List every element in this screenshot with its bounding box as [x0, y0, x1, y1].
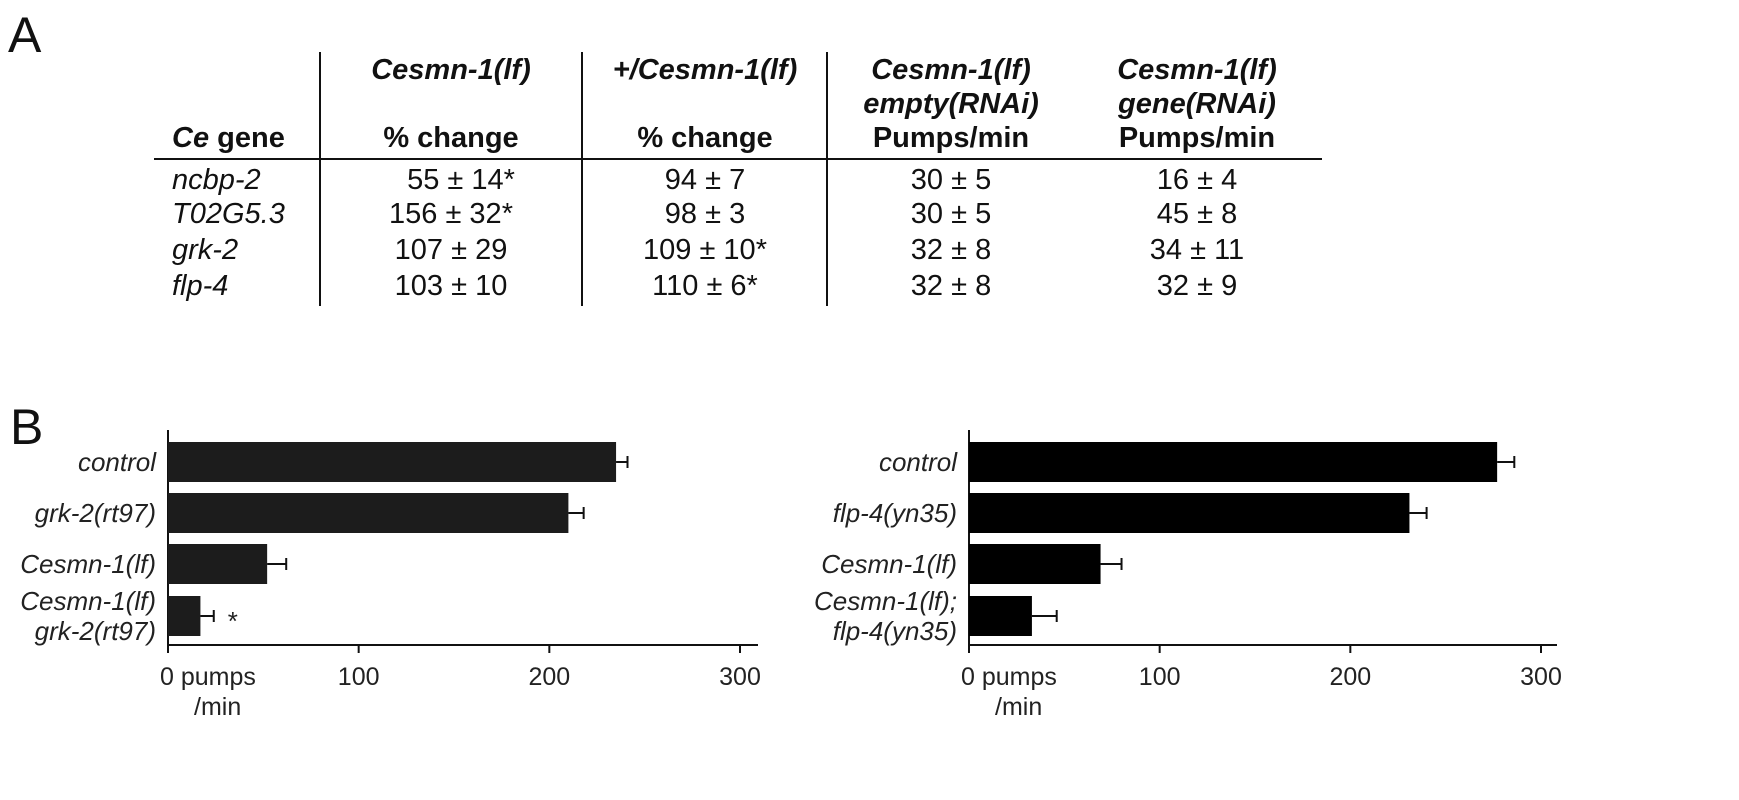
x-unit-label: /min	[995, 693, 1042, 721]
table-row-gene: ncbp-2	[172, 164, 261, 196]
panel-label-b: B	[10, 399, 44, 455]
table-cell: 32 ± 8	[910, 234, 992, 266]
category-label: control	[879, 447, 958, 477]
header-col2-line3: % change	[637, 122, 773, 154]
x-tick-label: 300	[1520, 663, 1562, 691]
x-unit-label: /min	[194, 693, 241, 721]
header-col4-line3: Pumps/min	[1118, 122, 1276, 154]
x-tick-label: 100	[338, 663, 380, 691]
bar	[168, 442, 617, 482]
table-cell: 55 ± 14*	[407, 164, 515, 196]
table-row-gene: flp-4	[172, 270, 229, 302]
table-cell: 32 ± 9	[1156, 270, 1238, 302]
header-col4-line1: Cesmn-1(lf)	[1117, 54, 1277, 86]
category-label: Cesmn-1(lf)	[821, 549, 957, 579]
header-col1-line3: % change	[383, 122, 519, 154]
header-col4-line2: gene(RNAi)	[1118, 88, 1276, 120]
panel-label-a: A	[8, 7, 42, 63]
x-tick-label: 300	[719, 663, 761, 691]
header-ce-label: Ce	[172, 122, 210, 154]
x-tick-label: 100	[1139, 663, 1181, 691]
header-gene: Ce gene	[172, 122, 285, 155]
header-col3-line3: Pumps/min	[872, 122, 1030, 154]
x-tick-label: 200	[528, 663, 570, 691]
header-col3-line2: empty(RNAi)	[863, 88, 1039, 120]
table-cell: 98 ± 3	[664, 198, 746, 230]
results-table: Cesmn-1(lf) +/Cesmn-1(lf) Cesmn-1(lf) Ce…	[0, 0, 1739, 360]
bar	[168, 544, 268, 584]
category-label: flp-4(yn35)	[833, 616, 957, 646]
table-cell: 16 ± 4	[1156, 164, 1238, 196]
table-row-gene: T02G5.3	[172, 198, 285, 230]
table-row-gene: grk-2	[172, 234, 239, 266]
significance-marker: *	[228, 606, 238, 636]
bar	[168, 596, 201, 636]
bar	[168, 493, 569, 533]
column-divider-1	[319, 52, 321, 306]
table-cell: 94 ± 7	[664, 164, 746, 196]
category-label: grk-2(rt97)	[35, 498, 156, 528]
bar	[969, 442, 1498, 482]
header-col3-line1: Cesmn-1(lf)	[871, 54, 1031, 86]
column-divider-2	[581, 52, 583, 306]
category-label: grk-2(rt97)	[35, 616, 156, 646]
category-label: Cesmn-1(lf);	[814, 586, 957, 616]
column-divider-3	[826, 52, 828, 306]
category-label: Cesmn-1(lf)	[20, 549, 156, 579]
table-cell: 30 ± 5	[910, 164, 992, 196]
category-label: flp-4(yn35)	[833, 498, 957, 528]
table-cell: 109 ± 10*	[643, 234, 767, 266]
header-col1-line1: Cesmn-1(lf)	[371, 54, 531, 86]
x-tick-label: 0 pumps	[961, 663, 1057, 691]
x-tick-label: 0 pumps	[160, 663, 256, 691]
header-col2-line1: +/Cesmn-1(lf)	[612, 54, 798, 86]
table-cell: 103 ± 10	[394, 270, 508, 302]
table-cell: 34 ± 11	[1149, 234, 1245, 266]
category-label: Cesmn-1(lf)	[20, 586, 156, 616]
table-cell: 156 ± 32*	[389, 198, 513, 230]
table-cell: 30 ± 5	[910, 198, 992, 230]
bar	[969, 493, 1410, 533]
table-cell: 32 ± 8	[910, 270, 992, 302]
table-cell: 107 ± 29	[394, 234, 508, 266]
x-tick-label: 200	[1329, 663, 1371, 691]
bar	[969, 544, 1101, 584]
table-cell: 110 ± 6*	[652, 270, 758, 302]
table-cell: 45 ± 8	[1156, 198, 1238, 230]
header-rule	[154, 158, 1322, 160]
header-gene-label: gene	[209, 122, 285, 154]
bar	[969, 596, 1032, 636]
category-label: control	[78, 447, 157, 477]
